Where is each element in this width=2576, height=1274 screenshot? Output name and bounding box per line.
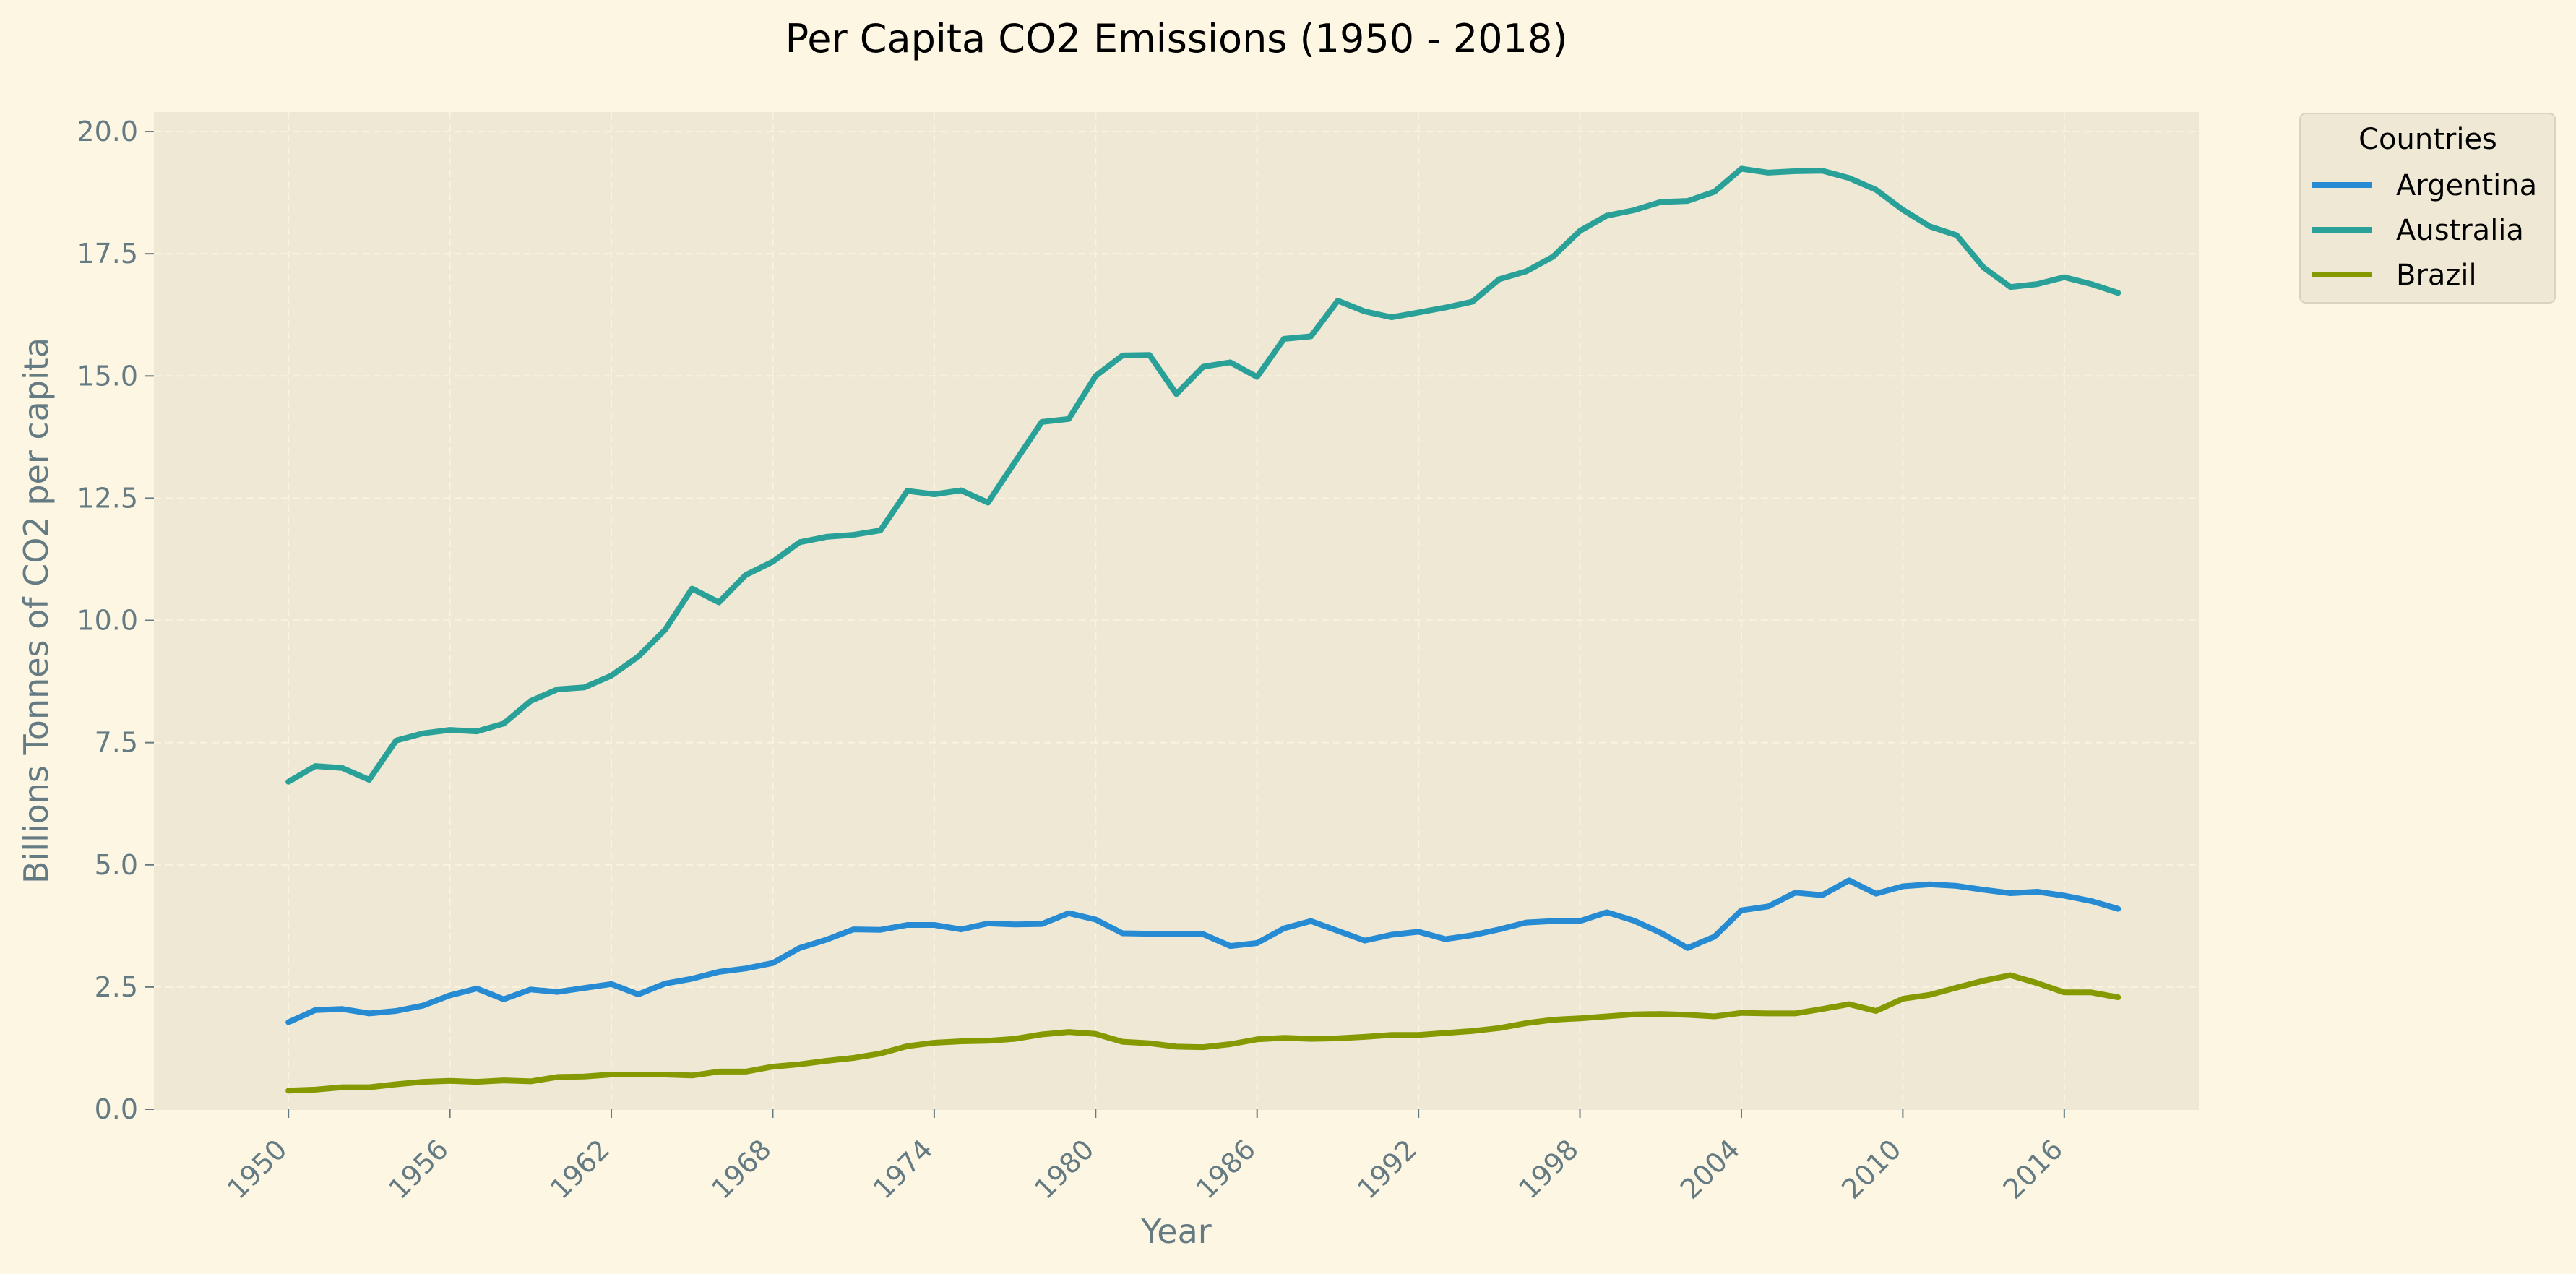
x-axis-title: Year	[1140, 1212, 1211, 1251]
x-tick-label: 1950	[221, 1133, 293, 1205]
y-tick-label: 10.0	[77, 605, 138, 637]
y-axis-title: Billions Tonnes of CO2 per capita	[17, 337, 56, 884]
x-tick-label: 1992	[1351, 1133, 1423, 1205]
legend: Countries Argentina Australia Brazil	[2299, 113, 2556, 304]
y-tick-label: 17.5	[77, 238, 138, 270]
x-tick-label: 2016	[1997, 1133, 2069, 1205]
y-tick-label: 0.0	[95, 1093, 138, 1125]
legend-label-australia: Australia	[2396, 214, 2524, 247]
x-tick-label: 2004	[1674, 1133, 1746, 1205]
legend-box	[2299, 113, 2556, 304]
x-tick-label: 2010	[1835, 1133, 1908, 1205]
x-tick-label: 1986	[1190, 1133, 1262, 1205]
series-lines	[285, 165, 2121, 1094]
x-tick-label: 1974	[867, 1133, 939, 1205]
y-tick-label: 20.0	[77, 116, 138, 147]
gridlines	[154, 112, 2199, 1110]
x-tick-label: 1980	[1028, 1133, 1100, 1205]
x-tick-label: 1956	[382, 1133, 455, 1205]
chart-title: Per Capita CO2 Emissions (1950 - 2018)	[785, 16, 1568, 61]
y-tick-label: 12.5	[77, 482, 138, 514]
x-tick-label: 1968	[705, 1133, 777, 1205]
y-tick-label: 2.5	[95, 971, 138, 1003]
legend-label-argentina: Argentina	[2396, 169, 2537, 202]
y-tick-label: 7.5	[95, 727, 138, 759]
legend-title: Countries	[2359, 123, 2497, 156]
legend-entries: Argentina Australia Brazil	[2312, 169, 2537, 292]
x-tick-label: 1962	[544, 1133, 616, 1205]
y-axis-ticks: 0.0 2.5 5.0 7.5 10.0 12.5 15.0 17.5 20.0	[77, 116, 154, 1125]
y-tick-label: 5.0	[95, 849, 138, 881]
plot-area	[154, 112, 2199, 1109]
x-tick-label: 1998	[1512, 1133, 1585, 1205]
x-axis-ticks: 1950 1956 1962 1968 1974 1980 1986 1992 1998 2004…	[221, 1109, 2069, 1205]
y-tick-label: 15.0	[77, 360, 138, 392]
legend-label-brazil: Brazil	[2396, 259, 2477, 292]
series-line-argentina	[285, 877, 2121, 1025]
series-line-brazil	[285, 972, 2121, 1094]
series-line-australia	[285, 165, 2121, 785]
